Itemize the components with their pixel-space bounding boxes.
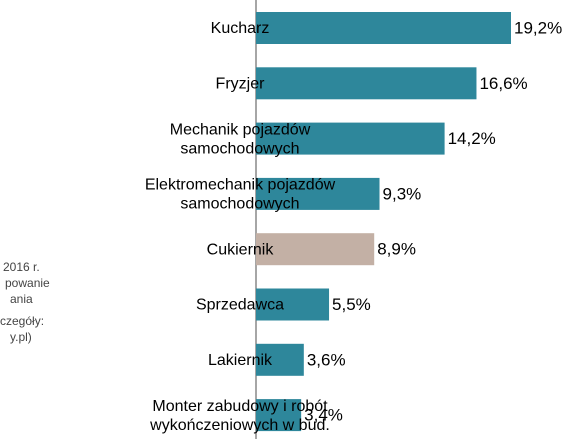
annotation: y.pl): [10, 330, 32, 344]
category-label: samochodowych: [180, 140, 299, 157]
bar: [256, 67, 477, 100]
category-label: Elektromechanik pojazdów: [145, 177, 336, 194]
category-label: Cukiernik: [207, 241, 275, 258]
category-label: wykończeniowych w bud.: [149, 417, 330, 434]
value-label: 16,6%: [479, 74, 527, 93]
annotation: 2016 r.: [3, 260, 40, 274]
bar: [256, 233, 375, 266]
value-label: 5,5%: [332, 295, 371, 314]
annotation: ania: [10, 292, 33, 306]
bar: [256, 399, 302, 432]
bar: [256, 12, 511, 44]
category-label: Fryzjer: [216, 76, 266, 93]
value-label: 3,6%: [307, 350, 346, 369]
bar: [256, 343, 304, 376]
category-label: Monter zabudowy i robót: [152, 398, 328, 415]
category-label: Mechanik pojazdów: [170, 121, 311, 138]
bar: [256, 288, 330, 321]
annotation: czegóły:: [0, 314, 44, 328]
bar: [256, 177, 380, 210]
value-label: 19,2%: [514, 18, 562, 37]
value-label: 3,4%: [304, 406, 343, 425]
annotation: powanie: [5, 276, 50, 290]
category-label: Lakiernik: [208, 352, 273, 369]
value-label: 9,3%: [383, 184, 422, 203]
category-label: Sprzedawca: [196, 297, 284, 314]
bar: [256, 122, 445, 155]
category-label: Kucharz: [211, 20, 270, 37]
value-label: 14,2%: [448, 129, 496, 148]
category-label: samochodowych: [180, 196, 299, 213]
value-label: 8,9%: [377, 240, 416, 259]
